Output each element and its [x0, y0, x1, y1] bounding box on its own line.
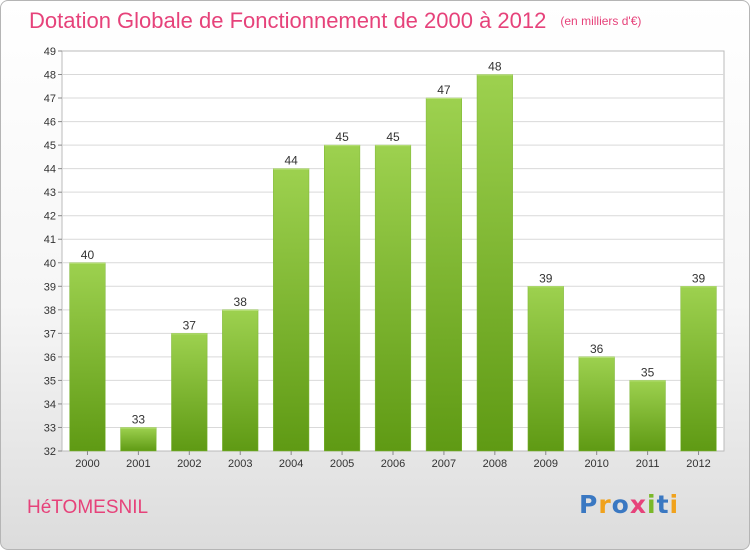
brand-logo: Proxiti [579, 490, 679, 519]
y-tick-label: 45 [44, 140, 56, 152]
x-tick-label-2000: 2000 [75, 458, 99, 470]
bar-2005 [324, 144, 361, 452]
y-tick-label: 40 [44, 258, 56, 270]
data-labels: 40 33 37 38 44 45 45 47 48 39 36 35 39 [81, 60, 706, 427]
data-label-2008: 48 [488, 60, 502, 74]
data-label-2011: 35 [641, 365, 655, 379]
data-label-2000: 40 [81, 248, 95, 262]
bar-2004 [273, 168, 310, 452]
y-tick-label: 41 [44, 234, 56, 246]
y-tick-label: 37 [44, 328, 56, 340]
x-tick-label-2007: 2007 [432, 458, 456, 470]
x-tick-label-2010: 2010 [584, 458, 608, 470]
y-tick-label: 43 [44, 187, 56, 199]
x-tick-label-2002: 2002 [177, 458, 201, 470]
bar-2007 [425, 97, 462, 452]
x-tick-label-2006: 2006 [381, 458, 405, 470]
brand-letter: i [647, 490, 657, 519]
data-label-2010: 36 [590, 342, 604, 356]
x-tick-label-2009: 2009 [534, 458, 558, 470]
y-axis: 32 33 34 35 36 37 38 39 40 41 42 43 44 45 46 47 48 49 [44, 46, 62, 458]
bar-2009 [527, 286, 564, 452]
y-tick-label: 39 [44, 281, 56, 293]
x-tick-label-2008: 2008 [483, 458, 507, 470]
y-tick-label: 42 [44, 211, 56, 223]
x-tick-label-2003: 2003 [228, 458, 252, 470]
brand-letter: o [611, 490, 630, 519]
y-tick-label: 33 [44, 422, 56, 434]
bars [69, 74, 717, 452]
brand-letter: r [598, 490, 612, 519]
data-label-2005: 45 [335, 130, 349, 144]
data-label-2002: 37 [183, 318, 197, 332]
bar-2011 [629, 380, 666, 452]
bar-2001 [120, 427, 157, 452]
y-tick-label: 44 [44, 164, 56, 176]
y-tick-label: 38 [44, 305, 56, 317]
data-label-2003: 38 [234, 295, 248, 309]
y-tick-label: 49 [44, 46, 56, 58]
data-label-2006: 45 [386, 130, 400, 144]
data-label-2007: 47 [437, 83, 451, 97]
y-tick-label: 46 [44, 117, 56, 129]
x-tick-label-2005: 2005 [330, 458, 354, 470]
y-tick-label: 32 [44, 446, 56, 458]
chart-title: Dotation Globale de Fonctionnement de 20… [29, 8, 641, 34]
x-tick-label-2011: 2011 [636, 458, 660, 470]
data-label-2012: 39 [692, 271, 706, 285]
bar-2008 [476, 74, 513, 452]
chart-subtitle: (en milliers d'€) [560, 14, 642, 28]
y-tick-label: 35 [44, 375, 56, 387]
brand-letter: i [669, 490, 680, 519]
data-label-2001: 33 [132, 412, 146, 426]
bar-2012 [680, 286, 717, 452]
chart-title-text: Dotation Globale de Fonctionnement de 20… [29, 8, 547, 33]
x-tick-label-2004: 2004 [279, 458, 303, 470]
y-tick-label: 36 [44, 352, 56, 364]
x-tick-label-2012: 2012 [686, 458, 710, 470]
x-tick-label-2001: 2001 [126, 458, 150, 470]
y-tick-label: 34 [44, 399, 56, 411]
brand-letter: P [579, 490, 599, 519]
bar-2000 [69, 262, 106, 452]
x-axis: 2000 2001 2002 2003 2004 2005 2006 2007 2008 2009… [75, 451, 711, 470]
commune-name: HéTOMESNIL [27, 497, 149, 518]
data-label-2009: 39 [539, 271, 553, 285]
brand-letter: t [656, 490, 670, 519]
y-tick-label: 48 [44, 70, 56, 82]
bar-2010 [578, 356, 615, 452]
bar-2002 [171, 333, 208, 452]
data-label-2004: 44 [284, 154, 298, 168]
y-tick-label: 47 [44, 93, 56, 105]
bar-2006 [374, 144, 412, 452]
bar-2003 [222, 309, 259, 452]
brand-letter: x [629, 490, 647, 519]
